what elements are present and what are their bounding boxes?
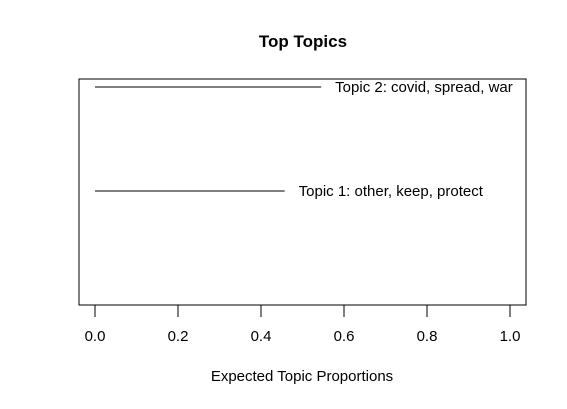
bar-label-2: Topic 2: covid, spread, war (335, 79, 513, 96)
x-tick-label-3: 0.6 (334, 328, 355, 345)
bars-group: Topic 1: other, keep, protect Topic 2: co… (95, 79, 513, 200)
x-axis: 0.0 0.2 0.4 0.6 0.8 1.0 (85, 304, 521, 345)
chart-title: Top Topics (259, 32, 347, 51)
x-tick-label-1: 0.2 (168, 328, 189, 345)
x-tick-label-4: 0.8 (417, 328, 438, 345)
x-tick-label-5: 1.0 (500, 328, 521, 345)
x-axis-label: Expected Topic Proportions (211, 368, 393, 385)
x-tick-label-2: 0.4 (251, 328, 272, 345)
x-tick-label-0: 0.0 (85, 328, 106, 345)
bar-label-1: Topic 1: other, keep, protect (299, 183, 484, 200)
